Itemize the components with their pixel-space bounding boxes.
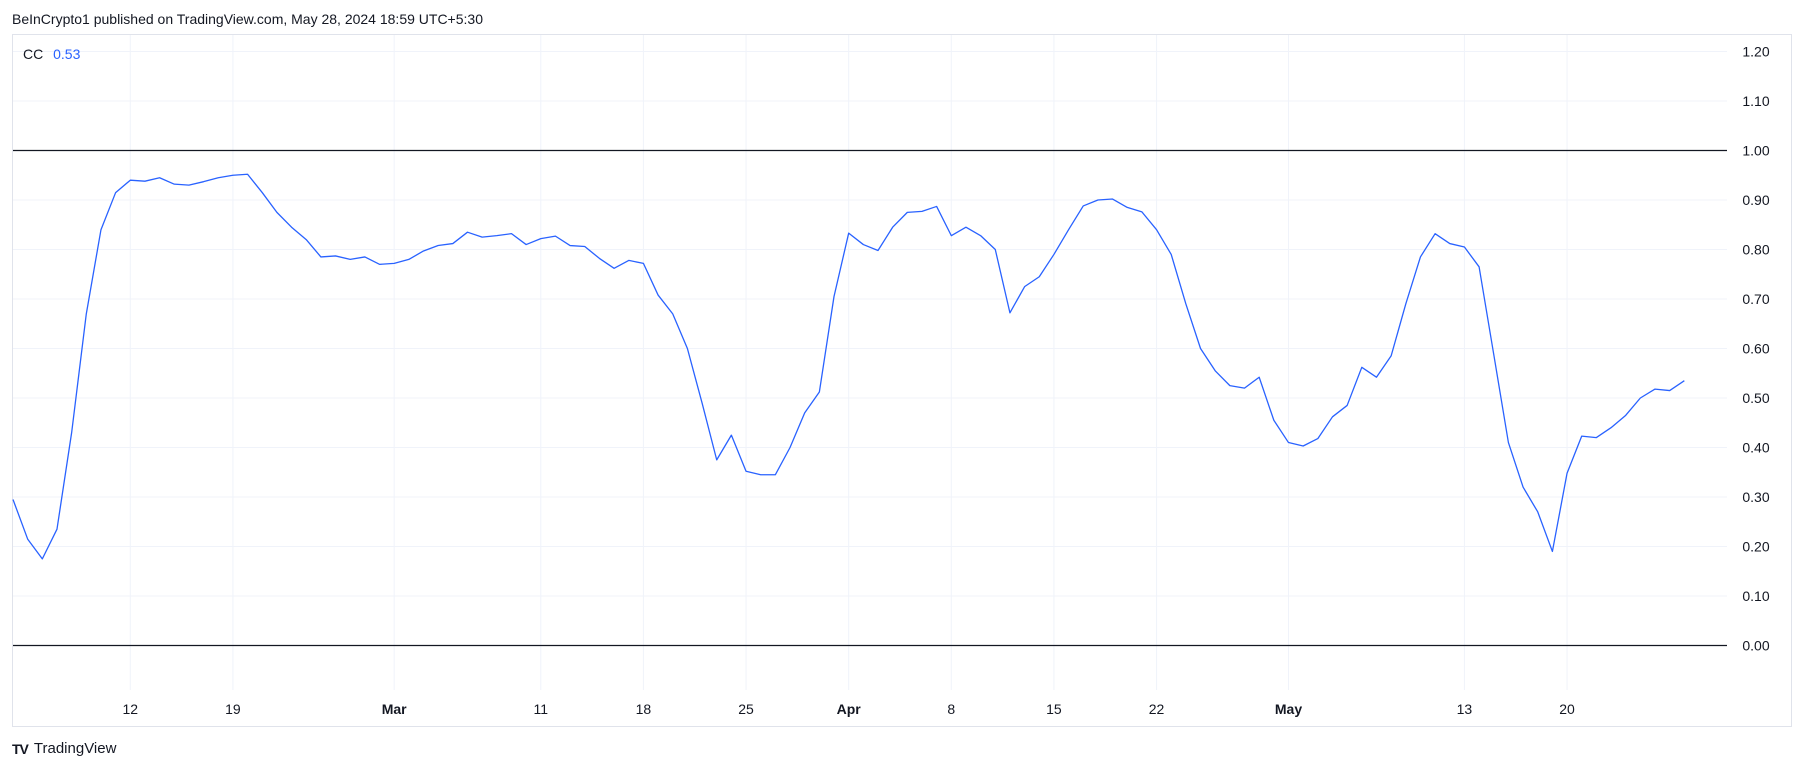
tradingview-footer[interactable]: TV TradingView: [12, 740, 116, 757]
y-tick-label: 1.20: [1742, 44, 1769, 60]
grid-lines: [13, 35, 1727, 690]
x-axis: 12 19 Mar 11 18 25 Apr 8 15 22 May 13 20: [122, 701, 1575, 717]
y-tick-label: 1.00: [1742, 143, 1769, 159]
chart-frame: [12, 34, 1792, 727]
y-tick-label: 0.80: [1742, 242, 1769, 258]
x-tick-label: 15: [1046, 701, 1062, 717]
legend-name: CC: [23, 46, 44, 62]
x-tick-label: 12: [122, 701, 138, 717]
y-tick-label: 0.30: [1742, 489, 1769, 505]
y-tick-label: 0.00: [1742, 638, 1769, 654]
tradingview-logo-icon: TV: [12, 740, 29, 757]
x-tick-label: 8: [947, 701, 955, 717]
x-tick-label: May: [1275, 701, 1302, 717]
x-tick-label: 11: [534, 701, 549, 717]
x-tick-label: 20: [1559, 701, 1575, 717]
y-tick-label: 0.10: [1742, 588, 1769, 604]
x-tick-label: Mar: [382, 701, 407, 717]
x-tick-label: 18: [636, 701, 652, 717]
x-tick-label: 22: [1149, 701, 1165, 717]
y-tick-label: 0.40: [1742, 440, 1769, 456]
series-layer: [12, 173, 1685, 560]
x-tick-label: Apr: [837, 701, 862, 717]
x-tick-label: 13: [1457, 701, 1473, 717]
y-tick-label: 0.90: [1742, 192, 1769, 208]
footer-brand: TradingView: [33, 740, 117, 757]
y-tick-label: 1.10: [1742, 93, 1769, 109]
x-tick-label: 25: [738, 701, 754, 717]
reference-lines: [13, 149, 1727, 647]
indicator-legend[interactable]: CC 0.53: [23, 46, 80, 62]
publication-header: BeInCrypto1 published on TradingView.com…: [12, 11, 483, 27]
y-tick-label: 0.50: [1742, 390, 1769, 406]
y-tick-label: 0.20: [1742, 539, 1769, 555]
series-line[interactable]: [12, 173, 1685, 560]
x-tick-label: 19: [225, 701, 241, 717]
y-tick-label: 0.60: [1742, 341, 1769, 357]
y-tick-label: 0.70: [1742, 291, 1769, 307]
legend-value: 0.53: [53, 46, 81, 62]
y-axis: 1.20 1.10 1.00 0.90 0.80 0.70 0.60 0.50 0.40 0.30…: [1742, 44, 1769, 654]
